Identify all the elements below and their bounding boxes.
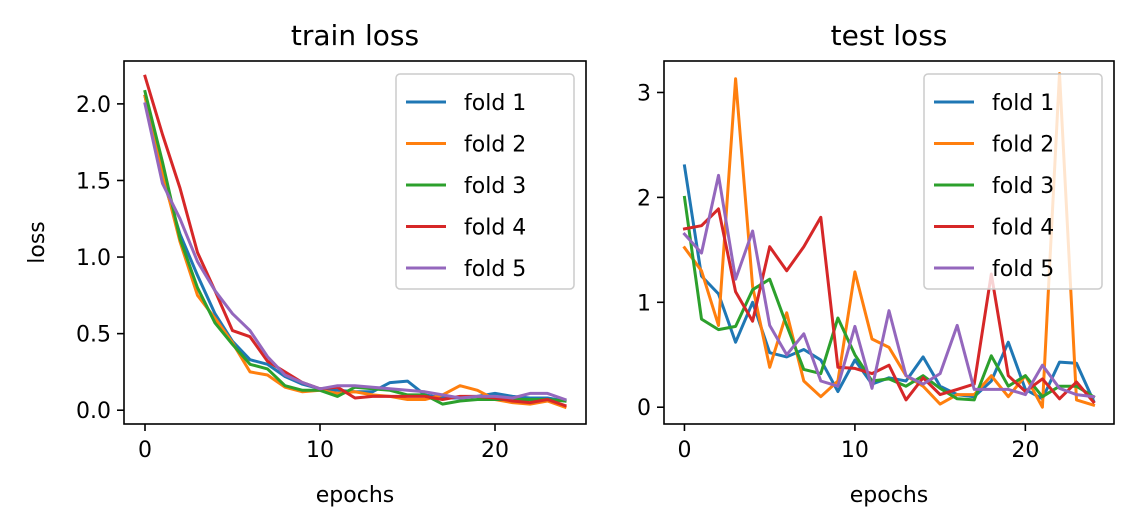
train-loss-legend-label-fold-3: fold 3 — [464, 174, 526, 199]
test-loss-legend-label-fold-4: fold 4 — [992, 216, 1054, 241]
test-loss-y-tick-label: 3 — [637, 81, 651, 106]
test-loss-legend-label-fold-2: fold 2 — [992, 133, 1054, 158]
test-loss-y-tick-label: 0 — [637, 396, 651, 421]
test-loss-legend-label-fold-1: fold 1 — [992, 91, 1054, 116]
train-loss-legend-label-fold-1: fold 1 — [464, 91, 526, 116]
train-loss-series-fold-5-line — [143, 102, 567, 402]
test-loss-title: test loss — [831, 19, 948, 52]
train-loss-legend: fold 1 fold 2 fold 3 fold 4 fold 5 — [395, 73, 575, 290]
test-loss-legend: fold 1 fold 2 fold 3 fold 4 fold 5 — [923, 73, 1103, 290]
train-loss-y-tick-label: 1.5 — [76, 169, 111, 194]
train-loss-title: train loss — [291, 19, 419, 52]
train-loss-x-axis-label: epochs — [316, 483, 394, 508]
test-loss-legend-label-fold-3: fold 3 — [992, 174, 1054, 199]
train-loss-y-tick-label: 0.5 — [76, 323, 111, 348]
train-loss-legend-label-fold-2: fold 2 — [464, 133, 526, 158]
test-loss-axes-frame — [663, 60, 1115, 425]
train-loss-legend-box — [395, 73, 575, 290]
test-loss-y-tick-label: 2 — [637, 186, 651, 211]
test-loss-series-fold-3-line — [682, 195, 1096, 402]
test-loss-series-fold-5-line — [682, 173, 1096, 399]
train-loss-x-tick-label: 0 — [138, 438, 152, 463]
test-loss-x-tick-label: 0 — [677, 438, 691, 463]
train-loss-legend-label-fold-5: fold 5 — [464, 257, 526, 282]
test-loss-legend-label-fold-5: fold 5 — [992, 257, 1054, 282]
test-loss-x-axis-label: epochs — [850, 483, 928, 508]
train-loss-panel: train loss 0 10 200.00.51.01.52.0 fold 1fol… — [25, 19, 587, 508]
test-loss-plot-area: 0 10 20 0 1 2 3 fold 1 fold 2 fold 3 fold 4 fold 5 — [637, 60, 1115, 463]
train-loss-axes-frame — [123, 60, 587, 425]
train-loss-y-tick-label: 1.0 — [76, 246, 111, 271]
test-loss-x-tick-label: 20 — [1011, 438, 1039, 463]
train-loss-x-tick-label: 20 — [481, 438, 509, 463]
test-loss-series-fold-4-line — [682, 207, 1096, 405]
train-loss-y-tick-label: 2.0 — [76, 93, 111, 118]
train-loss-y-tick-label: 0.0 — [76, 399, 111, 424]
test-loss-legend-box — [923, 73, 1103, 290]
train-loss-y-axis-label: loss — [25, 221, 50, 264]
train-loss-x-tick-label: 10 — [306, 438, 334, 463]
test-loss-x-tick-label: 10 — [841, 438, 869, 463]
train-loss-legend-label-fold-4: fold 4 — [464, 216, 526, 241]
test-loss-y-tick-label: 1 — [637, 291, 651, 316]
